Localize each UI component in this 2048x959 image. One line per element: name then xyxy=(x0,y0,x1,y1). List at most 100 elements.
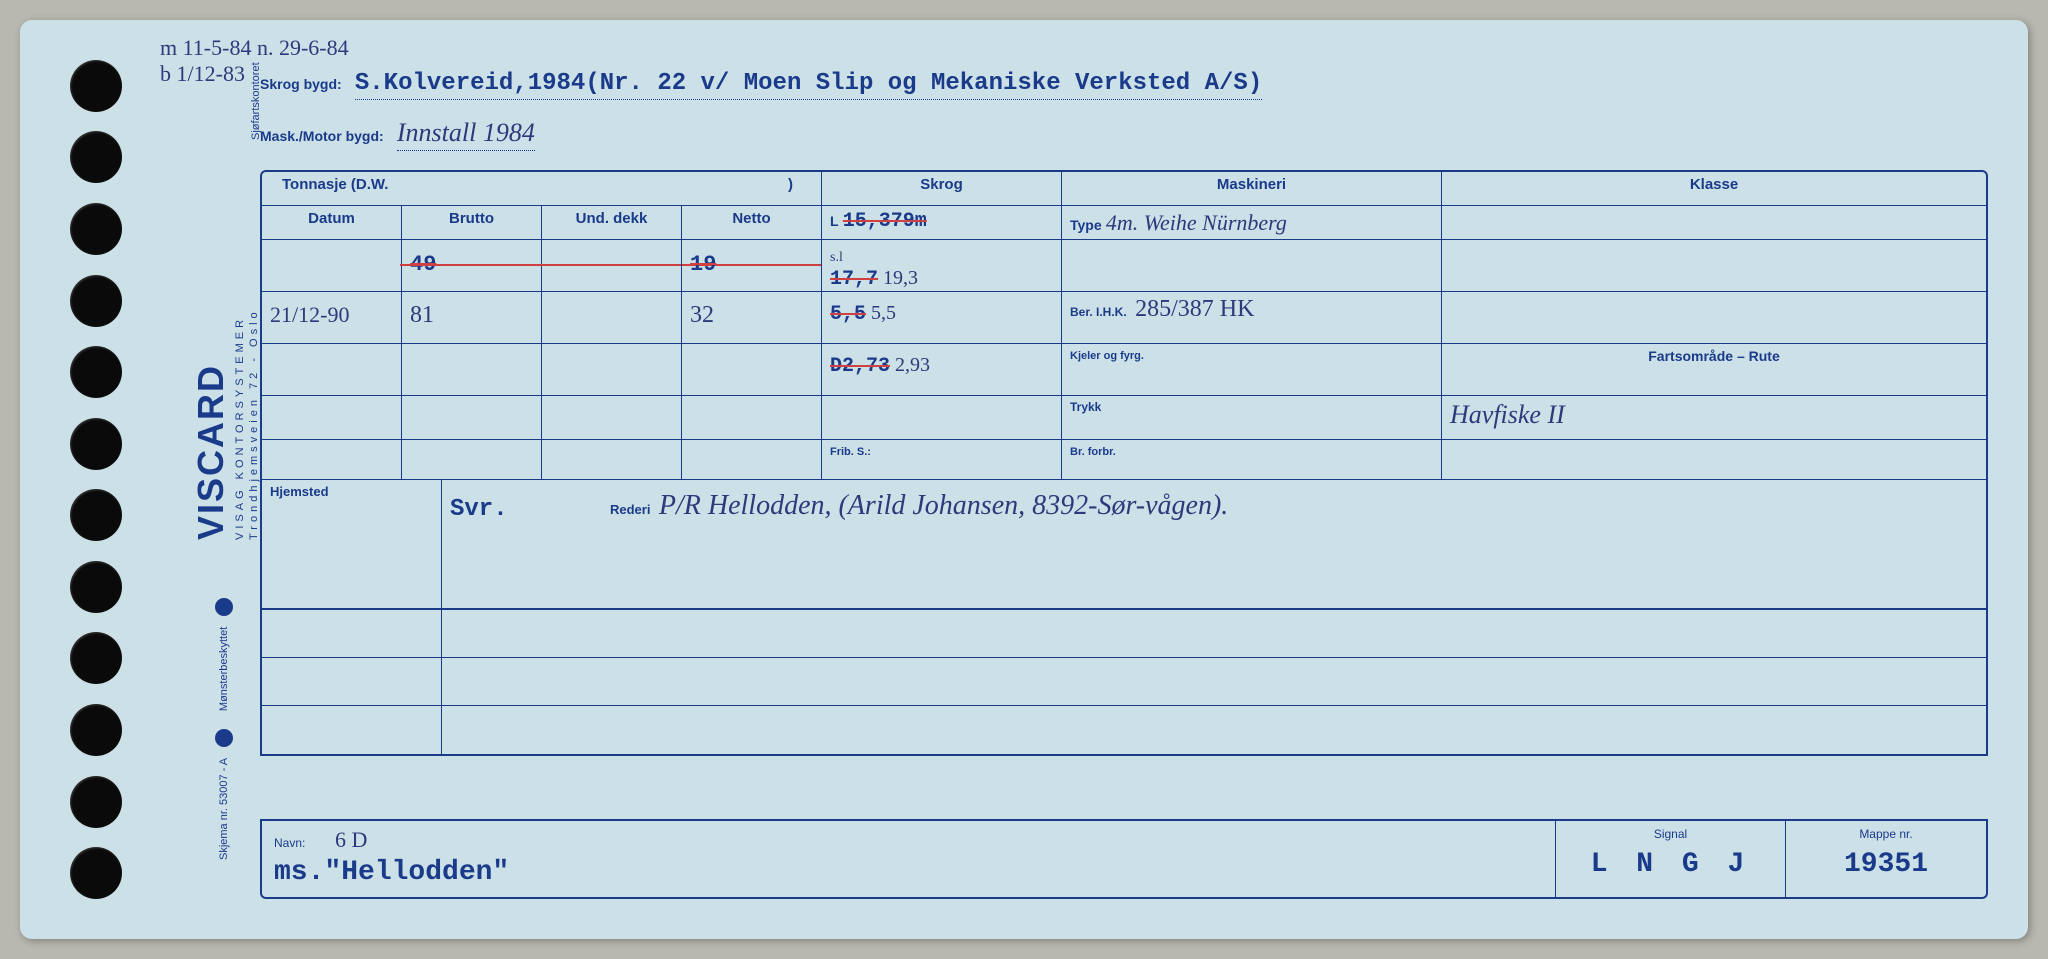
rederi-value: P/R Hellodden, (Arild Johansen, 8392-Sør… xyxy=(659,490,1228,521)
hole xyxy=(70,632,122,684)
r5-brforbr: Br. forbr. xyxy=(1062,440,1442,479)
signal-cell: Signal L N G J xyxy=(1556,821,1786,897)
mappe-label: Mappe nr. xyxy=(1798,827,1974,841)
r1-brutto: 49 xyxy=(402,240,542,291)
r1-datum xyxy=(262,240,402,291)
annotation-1: m 11-5-84 n. 29-6-84 xyxy=(160,35,349,61)
r3-unddekk xyxy=(542,344,682,395)
index-card: Skjema nr. 53007 - A Mønsterbeskyttet VI… xyxy=(20,20,2028,939)
hole xyxy=(70,60,122,112)
skjema-nr: Skjema nr. 53007 - A xyxy=(218,758,230,860)
klasse-empty xyxy=(1442,206,1986,239)
top-annotations: m 11-5-84 n. 29-6-84 b 1/12-83 xyxy=(160,35,349,87)
binder-holes xyxy=(20,20,140,939)
section-header-row: Tonnasje (D.W. ) Skrog Maskineri Klasse xyxy=(262,172,1986,206)
r4-trykk: Trykk xyxy=(1062,396,1442,439)
r3-kjeler: Kjeler og fyrg. xyxy=(1062,344,1442,395)
hole xyxy=(70,275,122,327)
hole xyxy=(70,346,122,398)
r2-klasse xyxy=(1442,292,1986,343)
r4-brutto xyxy=(402,396,542,439)
section-skrog: Skrog xyxy=(822,172,1062,205)
spacer-row-3 xyxy=(262,706,1986,754)
col-datum: Datum xyxy=(262,206,402,239)
r5-datum xyxy=(262,440,402,479)
viscard-logo: VISCARD xyxy=(190,364,232,540)
col-unddekk: Und. dekk xyxy=(542,206,682,239)
r1-netto: 19 xyxy=(682,240,822,291)
signal-label: Signal xyxy=(1568,827,1773,841)
data-row-1: 49 19 s.l 17,7 19,3 xyxy=(262,240,1986,292)
r5-farts xyxy=(1442,440,1986,479)
hole xyxy=(70,203,122,255)
type-value: 4m. Weihe Nürnberg xyxy=(1106,210,1287,235)
hjemsted-label: Hjemsted xyxy=(270,484,433,499)
spacer-row-2 xyxy=(262,658,1986,706)
navn-value: ms."Hellodden" xyxy=(274,857,1543,888)
bullet-icon xyxy=(215,729,233,747)
r3-skrog: D2,73 2,93 xyxy=(822,344,1062,395)
mask-motor-line: Mask./Motor bygd: Innstall 1984 xyxy=(260,118,1988,151)
hjemsted-cell: Hjemsted xyxy=(262,480,442,608)
card-content: m 11-5-84 n. 29-6-84 b 1/12-83 Skrog byg… xyxy=(260,40,1988,919)
r5-brutto xyxy=(402,440,542,479)
hole xyxy=(70,704,122,756)
mask-motor-value: Innstall 1984 xyxy=(397,118,535,151)
r4-unddekk xyxy=(542,396,682,439)
viscard-branding: VISCARD VISAG KONTORSYSTEMER Trondhjemsv… xyxy=(190,308,260,540)
hole xyxy=(70,776,122,828)
rederi-label: Rederi xyxy=(610,502,650,517)
hjemsted-row: Hjemsted Svr. Rederi P/R Hellodden, (Ari… xyxy=(262,480,1986,610)
rederi-cell: Rederi P/R Hellodden, (Arild Johansen, 8… xyxy=(602,480,1986,608)
r2-brutto: 81 xyxy=(402,292,542,343)
data-row-2: 21/12-90 81 32 5,5 5,5 Ber. I.H.K. 285/3… xyxy=(262,292,1986,344)
skrog-bygd-line: Skrog bygd: S.Kolvereid,1984(Nr. 22 v/ M… xyxy=(260,70,1988,100)
r2-skrog: 5,5 5,5 xyxy=(822,292,1062,343)
hole xyxy=(70,489,122,541)
hjemsted-value: Svr. xyxy=(442,480,602,608)
hole xyxy=(70,561,122,613)
r1-unddekk xyxy=(542,240,682,291)
main-table: Tonnasje (D.W. ) Skrog Maskineri Klasse … xyxy=(260,170,1988,756)
section-maskineri: Maskineri xyxy=(1062,172,1442,205)
type-cell: Type 4m. Weihe Nürnberg xyxy=(1062,206,1442,239)
signal-value: L N G J xyxy=(1568,849,1773,880)
bullet-icon xyxy=(215,598,233,616)
r4-datum xyxy=(262,396,402,439)
r2-ihk: Ber. I.H.K. 285/387 HK xyxy=(1062,292,1442,343)
hole xyxy=(70,847,122,899)
r4-skrog xyxy=(822,396,1062,439)
col-brutto: Brutto xyxy=(402,206,542,239)
section-tonnasje: Tonnasje (D.W. ) xyxy=(262,172,822,205)
viscard-sub2: Trondhjemsveien 72 - Oslo xyxy=(248,308,260,540)
col-netto: Netto xyxy=(682,206,822,239)
data-row-3: D2,73 2,93 Kjeler og fyrg. Fartsområde –… xyxy=(262,344,1986,396)
monster-text: Mønsterbeskyttet xyxy=(218,627,230,711)
skrog-bygd-value: S.Kolvereid,1984(Nr. 22 v/ Moen Slip og … xyxy=(355,70,1262,100)
subheader-row: Datum Brutto Und. dekk Netto L 15,379m T… xyxy=(262,206,1986,240)
r1-klasse xyxy=(1442,240,1986,291)
navn-annotation: 6 D xyxy=(335,827,367,852)
r1-skrog: s.l 17,7 19,3 xyxy=(822,240,1062,291)
r1-mask xyxy=(1062,240,1442,291)
annotation-2: b 1/12-83 xyxy=(160,61,349,87)
r5-netto xyxy=(682,440,822,479)
ihk-value: 285/387 HK xyxy=(1135,296,1254,322)
r3-netto xyxy=(682,344,822,395)
mappe-value: 19351 xyxy=(1798,849,1974,880)
viscard-sub1: VISAG KONTORSYSTEMER xyxy=(234,308,246,540)
skrog-L-cell: L 15,379m xyxy=(822,206,1062,239)
r3-brutto xyxy=(402,344,542,395)
spacer-row-1 xyxy=(262,610,1986,658)
r3-datum xyxy=(262,344,402,395)
r2-unddekk xyxy=(542,292,682,343)
navn-cell: Navn: 6 D ms."Hellodden" xyxy=(262,821,1556,897)
hole xyxy=(70,131,122,183)
r4-netto xyxy=(682,396,822,439)
mask-motor-label: Mask./Motor bygd: xyxy=(260,128,384,144)
skjema-info: Skjema nr. 53007 - A Mønsterbeskyttet xyxy=(215,598,233,860)
navn-label: Navn: xyxy=(274,836,305,850)
section-klasse: Klasse xyxy=(1442,172,1986,205)
r3-farts-label: Fartsområde – Rute xyxy=(1442,344,1986,395)
data-row-4: Trykk Havfiske II xyxy=(262,396,1986,440)
